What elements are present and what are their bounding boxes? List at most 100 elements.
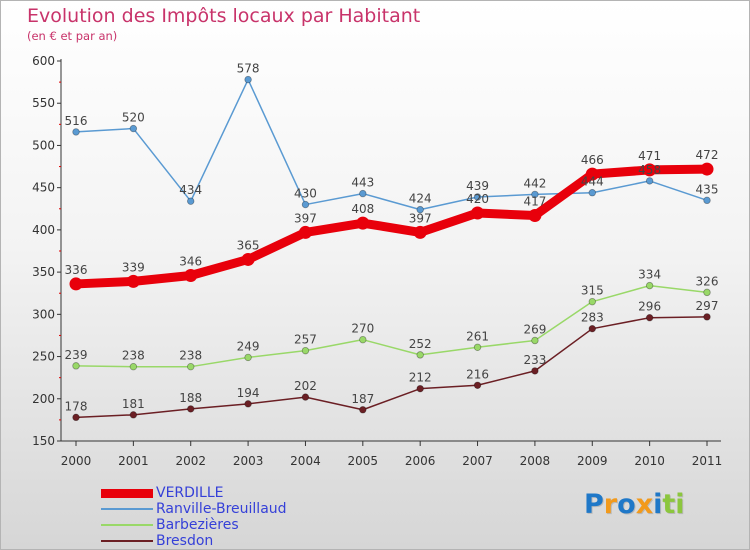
legend-item: VERDILLE [101,485,361,501]
legend-swatch [101,524,153,526]
legend-item: Ranville-Breuillaud [101,501,361,517]
data-point [129,124,138,133]
series-line-bresdon [75,316,708,419]
data-label: 296 [638,300,661,314]
data-label: 283 [581,311,604,325]
data-point [244,75,252,84]
data-label: 194 [237,386,260,400]
data-label: 397 [294,211,317,225]
data-point [531,367,539,375]
data-point [241,252,255,266]
data-label: 252 [409,337,432,351]
data-point [72,362,80,370]
y-tick-label: 200 [32,392,55,406]
data-point [643,163,657,177]
data-point [645,177,654,185]
data-point [359,335,367,344]
data-point [72,413,80,422]
series-layer [69,75,714,422]
data-label: 458 [638,163,661,177]
series-line-verdille [71,164,712,289]
data-point [359,406,367,414]
data-label: 239 [65,348,88,362]
data-label: 270 [351,322,374,336]
data-point [301,393,310,401]
data-label: 466 [581,153,604,167]
data-label: 471 [638,149,661,163]
legend-label: Ranville-Breuillaud [156,501,287,517]
data-point [588,189,596,197]
data-label: 334 [638,268,661,282]
x-tick-label: 2010 [634,454,665,468]
data-point [129,411,138,419]
data-point [129,362,138,371]
data-label: 216 [466,367,489,381]
x-tick-label: 2001 [118,454,149,468]
logo-letter: r [603,489,618,520]
data-label: 212 [409,371,432,385]
data-point [301,200,310,209]
data-point [356,216,370,230]
x-tick-label: 2007 [462,454,493,468]
x-tick-label: 2000 [61,454,92,468]
series-line-barbezi-res [75,284,708,368]
data-point [416,384,424,393]
legend-swatch [101,488,153,498]
series-line-ranville-breuillaud [75,78,708,211]
axes: 150 200 250 300 350 400 450 500 550 600 2000 2001 20… [32,54,722,468]
y-tick-label: 400 [32,223,55,237]
legend-item: Barbezières [101,517,361,533]
logo-letter: i [653,489,663,520]
legend-swatch [101,540,153,542]
data-label: 181 [122,397,145,411]
data-point [473,381,482,389]
data-label: 188 [179,391,202,405]
data-labels-layer: 516 520 434 578 430 443 424 439 442 444 458 435 239 2… [65,62,719,414]
data-point [585,167,599,181]
data-label: 439 [466,179,489,193]
data-point [413,225,427,239]
data-label: 520 [122,111,145,125]
x-tick-label: 2004 [290,454,321,468]
data-label: 326 [696,274,719,288]
chart-subtitle: (en € et par an) [27,29,118,43]
data-point [244,400,252,408]
y-tick-label: 450 [32,181,55,195]
data-point [471,206,485,220]
data-point [187,405,195,413]
data-label: 578 [237,62,260,76]
data-label: 435 [696,182,719,196]
data-point [184,268,198,282]
legend-label: Barbezières [156,517,239,533]
data-label: 472 [696,148,719,162]
data-point [187,362,195,371]
data-label: 257 [294,333,317,347]
data-label: 315 [581,284,604,298]
data-label: 187 [351,392,374,406]
legend-item: Bresdon [101,533,361,549]
data-point [473,343,482,351]
y-tick-label: 600 [32,54,55,68]
data-label: 444 [581,175,604,189]
data-label: 336 [65,263,88,277]
data-label: 408 [351,202,374,216]
data-point [244,353,252,362]
data-label: 238 [179,349,202,363]
logo-letter: o [617,489,636,520]
data-point [531,336,539,345]
data-label: 297 [696,299,719,313]
data-label: 424 [409,192,432,206]
data-point [473,193,482,201]
legend-swatch [101,508,153,510]
data-label: 233 [523,353,546,367]
data-point [645,314,654,322]
data-label: 516 [65,114,88,128]
legend-label: VERDILLE [156,485,224,501]
data-label: 238 [122,349,145,363]
data-label: 417 [523,195,546,209]
data-label: 269 [523,323,546,337]
x-tick-label: 2005 [348,454,379,468]
legend: VERDILLE Ranville-Breuillaud Barbezières Br… [101,485,361,549]
